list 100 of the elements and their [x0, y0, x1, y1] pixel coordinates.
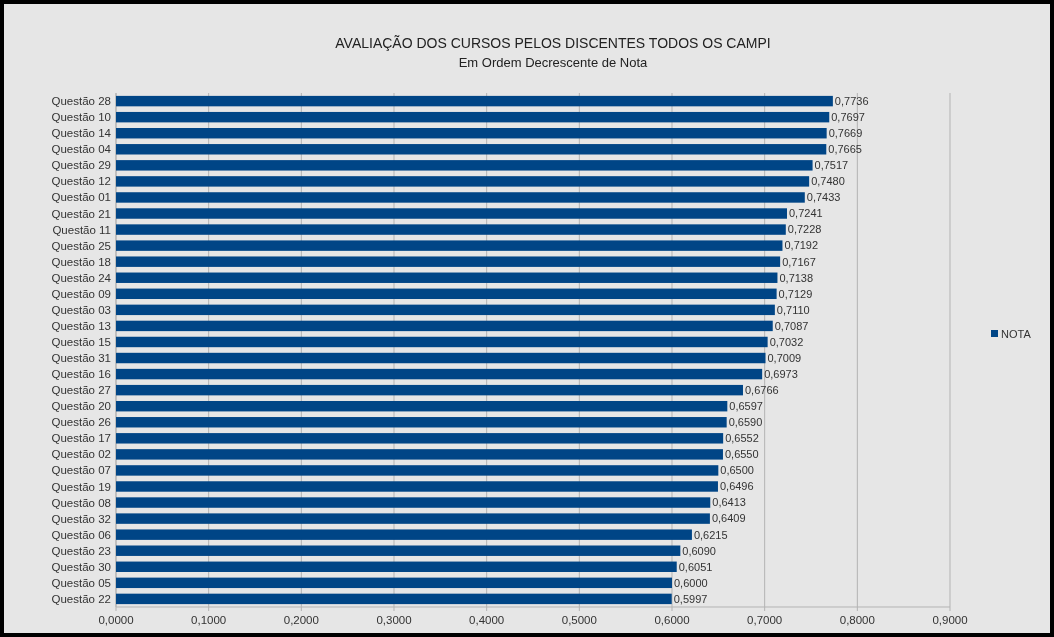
data-label: 0,6090 [682, 544, 716, 557]
x-tick-label: 0,2000 [283, 614, 319, 626]
bar [116, 304, 775, 316]
bar [116, 336, 768, 348]
data-label: 0,6973 [764, 367, 798, 380]
bar [116, 368, 763, 380]
bar [116, 384, 743, 396]
y-tick-label: Questão 23 [51, 544, 111, 557]
data-label: 0,7480 [811, 175, 845, 188]
data-label: 0,7138 [779, 271, 814, 284]
y-tick-label: Questão 26 [51, 416, 111, 429]
data-label: 0,7110 [776, 303, 810, 316]
y-tick-label: Questão 32 [51, 512, 111, 525]
x-tick-label: 0,0000 [98, 614, 134, 626]
bar [116, 208, 787, 219]
y-tick-label: Questão 14 [51, 127, 112, 140]
bar [116, 561, 677, 572]
y-tick-label: Questão 05 [51, 576, 111, 589]
y-tick-label: Questão 04 [51, 143, 112, 156]
data-label: 0,7669 [828, 127, 863, 140]
y-tick-label: Questão 31 [51, 352, 111, 365]
bar [116, 481, 718, 492]
y-tick-label: Questão 02 [51, 448, 111, 461]
bar [116, 176, 810, 187]
y-tick-label: Questão 22 [51, 592, 111, 605]
bar [116, 240, 783, 251]
y-tick-label: Questão 29 [51, 159, 111, 172]
bar [116, 577, 672, 589]
bar [116, 111, 830, 123]
bar [116, 224, 786, 235]
y-tick-label: Questão 07 [51, 464, 111, 477]
y-tick-label: Questão 13 [51, 319, 111, 332]
bar [116, 288, 777, 300]
data-label: 0,7129 [778, 287, 813, 300]
y-tick-label: Questão 10 [51, 111, 111, 124]
data-label: 0,7167 [782, 255, 816, 268]
y-tick-label: Questão 16 [51, 368, 111, 381]
bar [116, 465, 719, 476]
y-tick-label: Questão 28 [51, 95, 111, 108]
x-tick-label: 0,5000 [561, 614, 597, 626]
bar [116, 449, 723, 460]
y-tick-label: Questão 15 [51, 336, 111, 348]
data-label: 0,7032 [769, 335, 804, 348]
chart-subtitle: Em Ordem Decrescente de Nota [458, 55, 649, 70]
bar [116, 529, 692, 540]
x-tick-label: 0,3000 [376, 614, 412, 626]
y-tick-label: Questão 21 [51, 207, 111, 220]
bar [116, 160, 813, 171]
data-label: 0,6051 [678, 560, 713, 573]
bar [116, 128, 827, 139]
data-label: 0,6500 [720, 464, 754, 477]
data-label: 0,7228 [787, 223, 822, 236]
y-tick-label: Questão 19 [51, 480, 111, 493]
data-label: 0,5997 [673, 592, 708, 605]
x-tick-label: 0,7000 [747, 614, 783, 626]
data-label: 0,7009 [767, 351, 802, 364]
data-label: 0,6550 [724, 448, 759, 461]
data-label: 0,7665 [828, 143, 862, 156]
y-tick-label: Questão 08 [51, 496, 111, 509]
bar [116, 320, 773, 332]
chart-title: AVALIAÇÃO DOS CURSOS PELOS DISCENTES TODOS OS CAMPI [335, 35, 771, 51]
bar [116, 593, 672, 605]
x-tick-label: 0,9000 [932, 614, 968, 626]
bar [116, 144, 827, 155]
y-tick-label: Questão 17 [51, 432, 111, 445]
data-label: 0,6766 [744, 383, 779, 396]
data-label: 0,7517 [814, 159, 849, 172]
data-label: 0,6552 [725, 432, 759, 445]
bar [116, 352, 766, 364]
x-tick-label: 0,1000 [191, 614, 227, 626]
x-tick-label: 0,4000 [469, 614, 505, 626]
data-label: 0,7697 [831, 111, 865, 124]
x-tick-label: 0,8000 [839, 614, 875, 626]
data-label: 0,6409 [711, 512, 746, 525]
data-label: 0,7192 [784, 239, 819, 252]
data-label: 0,6597 [729, 400, 763, 413]
y-tick-label: Questão 06 [51, 528, 111, 541]
y-tick-label: Questão 20 [51, 400, 111, 413]
y-tick-label: Questão 27 [51, 384, 111, 397]
data-label: 0,6496 [719, 480, 754, 493]
data-label: 0,7241 [789, 207, 823, 220]
bar [116, 256, 781, 267]
data-label: 0,6413 [712, 496, 746, 509]
y-tick-label: Questão 03 [51, 303, 111, 316]
bar [116, 497, 711, 508]
y-tick-label: Questão 11 [52, 223, 111, 236]
y-tick-label: Questão 30 [51, 560, 111, 573]
y-tick-label: Questão 24 [51, 271, 112, 284]
y-tick-label: Questão 25 [51, 239, 111, 252]
bar [116, 513, 710, 524]
bar [116, 192, 805, 203]
y-tick-label: Questão 09 [51, 287, 111, 300]
y-tick-label: Questão 18 [51, 255, 111, 268]
data-label: 0,6590 [728, 416, 763, 429]
data-label: 0,7433 [806, 191, 841, 204]
bar [116, 433, 724, 444]
y-tick-label: Questão 12 [51, 175, 111, 188]
data-label: 0,6000 [674, 576, 708, 589]
bar [116, 417, 727, 428]
x-tick-label: 0,6000 [654, 614, 690, 626]
